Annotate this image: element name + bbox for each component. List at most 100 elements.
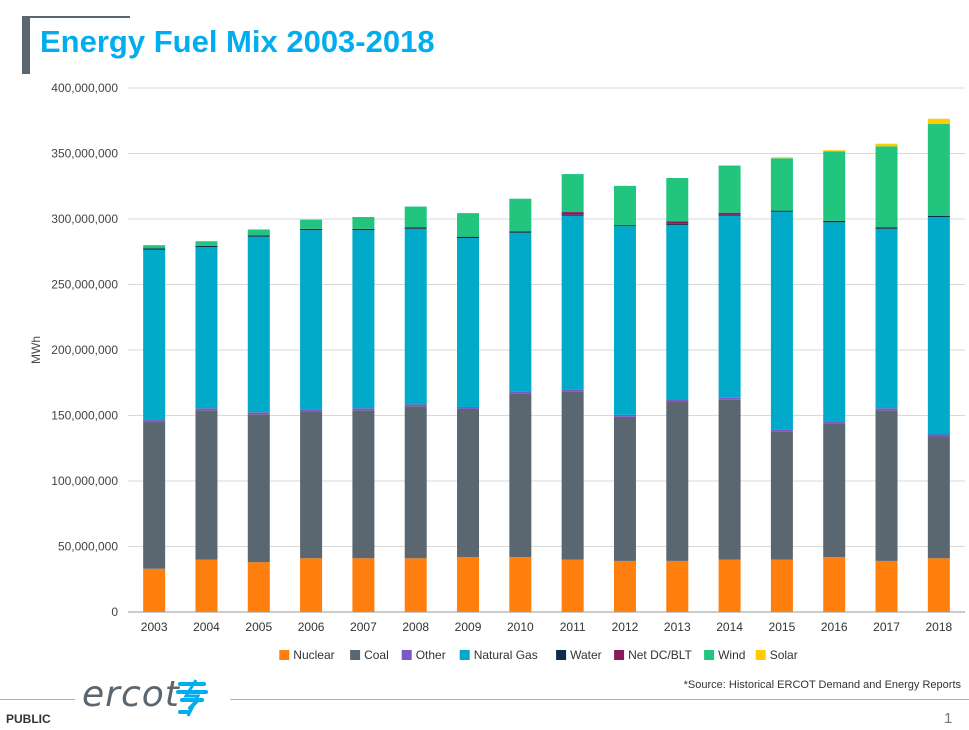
y-tick-label: 400,000,000 xyxy=(51,81,118,95)
legend-label: Natural Gas xyxy=(474,648,538,662)
bar-segment-coal xyxy=(875,410,898,561)
bar-segment-nuclear xyxy=(666,560,689,612)
legend-swatch xyxy=(614,650,625,660)
legend-label: Solar xyxy=(770,648,798,662)
x-tick-label: 2004 xyxy=(193,620,220,634)
bar-segment-net-dc-blt xyxy=(666,221,689,224)
bar-segment-water xyxy=(143,248,166,250)
bar-segment-other xyxy=(927,434,950,437)
bar-segment-coal xyxy=(666,401,689,561)
x-tick-label: 2005 xyxy=(245,620,272,634)
bar-segment-nuclear xyxy=(509,556,532,612)
bar-segment-wind xyxy=(352,217,375,229)
bar-segment-water xyxy=(613,225,636,227)
bar-segment-solar xyxy=(875,143,898,147)
legend-swatch xyxy=(350,650,361,660)
legend-swatch xyxy=(704,650,715,660)
legend-label: Net DC/BLT xyxy=(628,648,692,662)
bar-segment-nuclear xyxy=(195,559,218,612)
bar-segment-other xyxy=(509,391,532,394)
bar-segment-wind xyxy=(770,158,793,211)
bar-segment-coal xyxy=(195,410,218,560)
bar-segment-nuclear xyxy=(770,559,793,612)
bar-segment-water xyxy=(195,245,218,248)
legend-swatch xyxy=(755,650,766,660)
bar-segment-nuclear xyxy=(875,560,898,612)
bar-segment-water xyxy=(718,214,741,216)
bar-segment-nuclear xyxy=(718,559,741,612)
ercot-logo: ercot xyxy=(82,674,180,715)
bar-segment-coal xyxy=(613,416,636,561)
legend-label: Water xyxy=(570,648,602,662)
legend-label: Wind xyxy=(718,648,745,662)
bar-segment-nuclear xyxy=(300,558,323,612)
bar-segment-wind xyxy=(404,206,427,228)
bar-segment-other xyxy=(823,421,846,424)
x-tick-label: 2017 xyxy=(873,620,900,634)
bar-segment-wind xyxy=(300,219,323,229)
x-tick-label: 2010 xyxy=(507,620,534,634)
bar-segment-nuclear xyxy=(457,556,480,612)
x-tick-label: 2012 xyxy=(612,620,639,634)
bar-segment-other xyxy=(247,412,270,415)
y-tick-label: 200,000,000 xyxy=(51,343,118,357)
y-axis-label: MWh xyxy=(29,336,43,364)
slide-title: Energy Fuel Mix 2003-2018 xyxy=(40,24,435,59)
bar-segment-wind xyxy=(613,185,636,226)
y-tick-label: 300,000,000 xyxy=(51,212,118,226)
bar-segment-other xyxy=(613,414,636,417)
bar-segment-natural-gas xyxy=(875,228,898,409)
y-tick-label: 0 xyxy=(111,605,118,619)
x-tick-label: 2014 xyxy=(716,620,743,634)
bar-segment-other xyxy=(352,408,375,411)
bar-segment-natural-gas xyxy=(561,215,584,390)
y-tick-label: 100,000,000 xyxy=(51,474,118,488)
x-tick-label: 2006 xyxy=(298,620,325,634)
bar-segment-other xyxy=(300,409,323,412)
legend-label: Other xyxy=(416,648,446,662)
bar-segment-solar xyxy=(770,157,793,159)
bar-segment-natural-gas xyxy=(666,224,689,400)
bar-segment-wind xyxy=(718,165,741,213)
bar-segment-coal xyxy=(561,391,584,560)
bar-segment-wind xyxy=(509,198,532,232)
bar-segment-water xyxy=(509,231,532,233)
bar-segment-natural-gas xyxy=(823,222,846,422)
footer-divider-left xyxy=(0,699,75,700)
bar-segment-other xyxy=(457,406,480,409)
bar-segment-natural-gas xyxy=(509,232,532,392)
x-tick-label: 2015 xyxy=(769,620,796,634)
legend-swatch xyxy=(556,650,567,660)
bar-segment-water xyxy=(247,235,270,237)
bar-segment-water xyxy=(300,228,323,231)
bar-segment-net-dc-blt xyxy=(718,212,741,215)
bar-segment-natural-gas xyxy=(404,228,427,405)
legend-label: Nuclear xyxy=(293,648,334,662)
bar-segment-coal xyxy=(300,411,323,559)
x-tick-label: 2011 xyxy=(560,620,586,634)
bar-segment-coal xyxy=(457,408,480,557)
y-tick-label: 250,000,000 xyxy=(51,278,118,292)
bar-segment-other xyxy=(875,408,898,411)
bar-segment-solar xyxy=(823,150,846,152)
bar-segment-wind xyxy=(195,241,218,246)
bar-segment-water xyxy=(561,214,584,216)
bar-segment-other xyxy=(718,397,741,400)
bar-segment-other xyxy=(561,389,584,392)
bar-segment-nuclear xyxy=(823,556,846,612)
bar-segment-water xyxy=(770,210,793,212)
bar-segment-natural-gas xyxy=(195,247,218,409)
bar-segment-other xyxy=(404,404,427,407)
bar-segment-nuclear xyxy=(561,559,584,612)
bar-segment-water xyxy=(404,227,427,229)
bar-segment-natural-gas xyxy=(300,230,323,410)
page-number: 1 xyxy=(944,710,953,727)
bar-segment-other xyxy=(770,429,793,432)
bar-segment-coal xyxy=(404,406,427,559)
bar-segment-nuclear xyxy=(927,558,950,612)
bar-segment-coal xyxy=(770,431,793,560)
bar-segment-nuclear xyxy=(247,562,270,612)
bar-segment-wind xyxy=(457,213,480,237)
x-tick-label: 2003 xyxy=(141,620,168,634)
